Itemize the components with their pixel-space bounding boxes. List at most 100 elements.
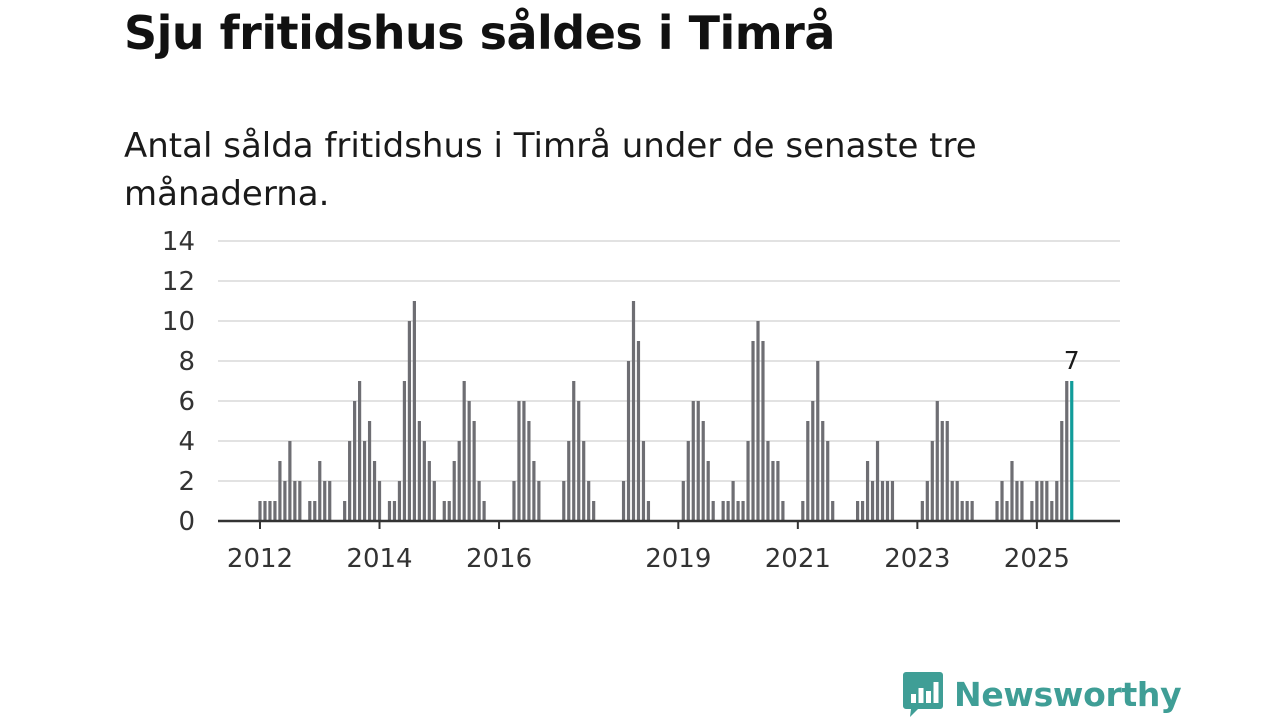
bar xyxy=(711,501,715,521)
bar xyxy=(318,461,322,521)
bar xyxy=(870,481,875,521)
bar xyxy=(263,501,267,521)
bar xyxy=(776,461,780,521)
x-tick-label: 2021 xyxy=(765,544,831,574)
bar xyxy=(1035,481,1039,521)
bar xyxy=(686,441,690,521)
bar xyxy=(821,421,825,521)
bar xyxy=(362,441,367,521)
bar xyxy=(880,481,885,521)
y-tick-label: 4 xyxy=(178,427,195,457)
bar xyxy=(741,501,745,521)
x-tick-label: 2023 xyxy=(884,544,950,574)
y-tick-label: 0 xyxy=(178,507,195,537)
bar xyxy=(920,501,924,521)
bar xyxy=(572,381,576,521)
bar xyxy=(457,441,461,521)
bar xyxy=(527,421,531,521)
x-tick-label: 2012 xyxy=(227,544,293,574)
bar xyxy=(706,461,710,521)
bar xyxy=(930,441,934,521)
bar xyxy=(950,481,954,521)
bar xyxy=(328,481,332,521)
bar xyxy=(422,441,426,521)
bar xyxy=(646,501,651,521)
bar xyxy=(731,481,735,521)
bar xyxy=(721,501,725,521)
bar xyxy=(806,421,810,521)
bar xyxy=(726,501,730,521)
bar xyxy=(960,501,964,521)
bar xyxy=(811,401,815,521)
bar xyxy=(1030,501,1034,521)
bar xyxy=(587,481,591,521)
bar xyxy=(766,441,770,521)
bar xyxy=(935,401,939,521)
bar xyxy=(865,461,870,521)
bar xyxy=(367,421,372,521)
bar xyxy=(522,401,526,521)
bar xyxy=(1005,501,1009,521)
x-tick-label: 2025 xyxy=(1004,544,1070,574)
bar xyxy=(427,461,431,521)
bar xyxy=(442,501,446,521)
y-tick-label: 12 xyxy=(162,267,195,297)
bar xyxy=(268,501,272,521)
bar xyxy=(392,501,397,521)
y-tick-label: 6 xyxy=(178,387,195,417)
bar xyxy=(308,501,312,521)
brand-name: Newsworthy xyxy=(954,674,1182,714)
bar xyxy=(955,481,959,521)
bar xyxy=(940,421,944,521)
y-tick-label: 8 xyxy=(178,347,195,377)
highlight-bar xyxy=(1070,381,1074,521)
bar xyxy=(925,481,929,521)
newsworthy-logo: Newsworthy xyxy=(902,670,1182,718)
bar xyxy=(816,361,820,521)
bar xyxy=(278,461,282,521)
bar xyxy=(447,501,451,521)
bar xyxy=(353,401,357,521)
bar xyxy=(1010,461,1014,521)
bar xyxy=(562,481,566,521)
bar xyxy=(1000,481,1004,521)
bar xyxy=(1015,481,1019,521)
bar xyxy=(343,501,347,521)
bar xyxy=(377,481,382,521)
bar xyxy=(387,501,392,521)
y-tick-label: 14 xyxy=(162,227,195,257)
bar xyxy=(1045,481,1049,521)
bar xyxy=(313,501,317,521)
bar xyxy=(736,501,740,521)
bar xyxy=(358,381,362,521)
bar xyxy=(701,421,705,521)
bar xyxy=(323,481,327,521)
bar xyxy=(631,301,636,521)
bar xyxy=(532,461,536,521)
bar xyxy=(826,441,830,521)
bar xyxy=(965,501,969,521)
page-title: Sju fritidshus såldes i Timrå xyxy=(124,6,835,60)
bar xyxy=(293,481,297,521)
bar xyxy=(890,481,895,521)
bar xyxy=(1040,481,1044,521)
bar xyxy=(592,501,596,521)
bar xyxy=(288,441,292,521)
bar xyxy=(402,381,407,521)
bar xyxy=(1065,381,1069,521)
x-tick-label: 2019 xyxy=(645,544,711,574)
x-tick-label: 2016 xyxy=(466,544,532,574)
bar xyxy=(636,341,641,521)
bar xyxy=(995,501,999,521)
bar xyxy=(1020,481,1024,521)
x-tick-label: 2014 xyxy=(346,544,412,574)
bar xyxy=(641,441,646,521)
bar xyxy=(1055,481,1059,521)
bar xyxy=(537,481,541,521)
bar xyxy=(417,421,421,521)
bar xyxy=(856,501,860,521)
bar xyxy=(626,361,631,521)
bar xyxy=(467,401,471,521)
bar xyxy=(696,401,700,521)
